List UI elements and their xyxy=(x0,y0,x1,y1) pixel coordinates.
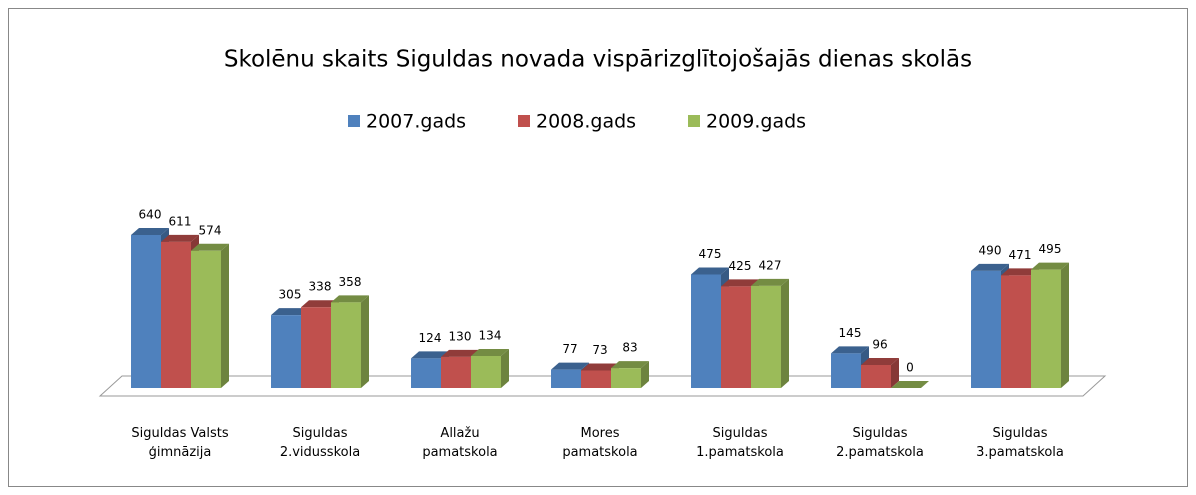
bar-face xyxy=(691,267,729,275)
data-label: 0 xyxy=(906,361,914,375)
data-label: 490 xyxy=(979,243,1002,257)
data-label: 611 xyxy=(169,214,192,228)
data-label: 358 xyxy=(339,275,362,289)
data-label: 425 xyxy=(729,259,752,273)
bar-face xyxy=(581,363,619,371)
legend-swatch xyxy=(348,115,360,127)
bar-face xyxy=(471,355,501,388)
data-label: 338 xyxy=(309,280,332,294)
bar-face xyxy=(721,279,759,287)
bar xyxy=(471,348,509,388)
data-label: 305 xyxy=(279,288,302,302)
bar xyxy=(1031,262,1069,388)
bar-face xyxy=(1001,275,1031,388)
bar-face xyxy=(331,295,369,303)
bar xyxy=(751,278,789,388)
bar-face xyxy=(611,361,649,369)
bar xyxy=(191,243,229,388)
bar-face xyxy=(971,263,1009,271)
bar-face xyxy=(551,362,589,370)
data-label: 73 xyxy=(592,343,607,357)
bar-face xyxy=(831,353,861,388)
data-label: 145 xyxy=(839,326,862,340)
bar-face xyxy=(581,370,611,388)
bar-face xyxy=(191,243,229,251)
legend-label: 2008.gads xyxy=(536,111,636,133)
legend-swatch xyxy=(688,115,700,127)
bar-face xyxy=(1031,262,1069,270)
bar-face xyxy=(751,285,781,388)
bar-face xyxy=(721,286,751,388)
bar-face xyxy=(611,368,641,388)
bar-face xyxy=(751,278,789,286)
bar-face xyxy=(411,351,449,359)
bar-face xyxy=(441,356,471,388)
data-label: 475 xyxy=(699,247,722,261)
x-tick-label: Siguldas 2.pamatskola xyxy=(836,426,924,460)
bar-face xyxy=(891,358,899,388)
bar xyxy=(861,358,899,388)
bar-face xyxy=(331,302,361,388)
data-label: 471 xyxy=(1009,248,1032,262)
bar-face xyxy=(271,315,301,388)
bar-face xyxy=(221,243,229,388)
data-label: 134 xyxy=(479,328,502,342)
legend-label: 2009.gads xyxy=(706,111,806,133)
data-label: 124 xyxy=(419,331,442,345)
bar-face xyxy=(891,381,929,388)
data-label: 495 xyxy=(1039,242,1062,256)
data-label: 96 xyxy=(872,338,887,352)
bar-face xyxy=(1031,269,1061,388)
bar-face xyxy=(361,295,369,388)
bar-face xyxy=(831,346,869,354)
x-tick-label: Siguldas 3.pamatskola xyxy=(976,426,1064,460)
x-tick-label: Siguldas Valsts ģimnāzija xyxy=(131,426,228,460)
bar xyxy=(891,381,929,388)
bar xyxy=(611,361,649,388)
bar-face xyxy=(161,234,199,242)
bar-face xyxy=(411,358,441,388)
bar-face xyxy=(161,241,191,388)
bar-face xyxy=(301,307,331,388)
bar-face xyxy=(861,358,899,366)
bar-face xyxy=(781,278,789,388)
legend-swatch xyxy=(518,115,530,127)
bar-face xyxy=(1001,268,1039,276)
legend-label: 2007.gads xyxy=(366,111,466,133)
bar xyxy=(331,295,369,388)
chart-title: Skolēnu skaits Siguldas novada vispārizg… xyxy=(224,47,972,73)
bar-face xyxy=(441,349,479,357)
data-label: 640 xyxy=(139,208,162,222)
x-tick-label: Siguldas 2.vidusskola xyxy=(280,426,360,460)
x-tick-label: Allažu pamatskola xyxy=(422,426,497,460)
bar-face xyxy=(501,348,509,388)
x-tick-label: Siguldas 1.pamatskola xyxy=(696,426,784,460)
data-label: 83 xyxy=(622,341,637,355)
bar-face xyxy=(971,270,1001,388)
x-tick-label: Mores pamatskola xyxy=(562,426,637,460)
bar-face xyxy=(271,308,309,316)
data-label: 574 xyxy=(199,223,222,237)
bar-face xyxy=(691,274,721,388)
bar-face xyxy=(131,228,169,235)
bar-face xyxy=(641,361,649,388)
bar-face xyxy=(191,250,221,388)
bar-face xyxy=(301,300,339,308)
bar-face xyxy=(1061,262,1069,388)
bar-face xyxy=(131,235,161,388)
data-label: 130 xyxy=(449,329,472,343)
data-label: 77 xyxy=(562,342,577,356)
data-label: 427 xyxy=(759,258,782,272)
bar-face xyxy=(471,348,509,356)
bar-face xyxy=(551,369,581,388)
bar-face xyxy=(861,365,891,388)
